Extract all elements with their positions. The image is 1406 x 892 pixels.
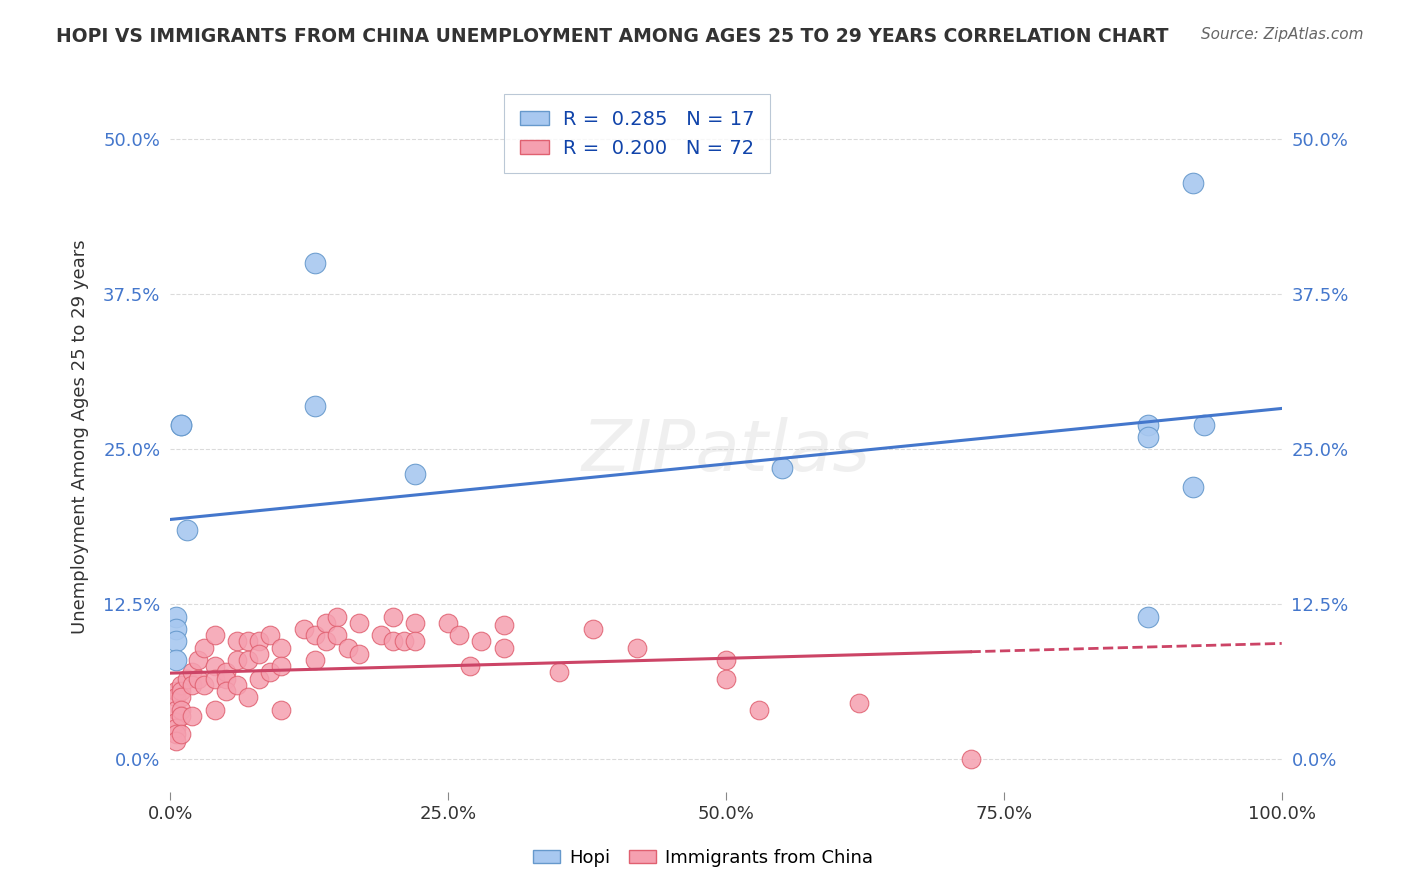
Point bbox=[181, 709, 204, 723]
Point bbox=[1137, 430, 1160, 444]
Point bbox=[181, 665, 204, 680]
Point bbox=[215, 665, 238, 680]
Point bbox=[187, 672, 209, 686]
Point bbox=[247, 647, 270, 661]
Point bbox=[165, 634, 187, 648]
Point bbox=[304, 628, 326, 642]
Point bbox=[226, 678, 249, 692]
Point bbox=[236, 653, 259, 667]
Point bbox=[193, 640, 215, 655]
Point bbox=[347, 615, 370, 630]
Point bbox=[1192, 417, 1215, 432]
Point bbox=[176, 523, 198, 537]
Point bbox=[381, 634, 404, 648]
Legend: Hopi, Immigrants from China: Hopi, Immigrants from China bbox=[526, 842, 880, 874]
Point bbox=[215, 684, 238, 698]
Point bbox=[165, 733, 187, 747]
Point bbox=[748, 703, 770, 717]
Point bbox=[492, 618, 515, 632]
Point bbox=[270, 703, 292, 717]
Point bbox=[460, 659, 482, 673]
Point bbox=[204, 659, 226, 673]
Point bbox=[170, 678, 193, 692]
Point bbox=[165, 653, 187, 667]
Point bbox=[170, 690, 193, 705]
Point bbox=[170, 727, 193, 741]
Point bbox=[404, 467, 426, 482]
Point bbox=[770, 461, 793, 475]
Point bbox=[714, 672, 737, 686]
Point bbox=[259, 628, 281, 642]
Point bbox=[165, 721, 187, 735]
Point bbox=[165, 727, 187, 741]
Point bbox=[165, 703, 187, 717]
Point bbox=[1137, 609, 1160, 624]
Point bbox=[404, 615, 426, 630]
Point bbox=[187, 653, 209, 667]
Point bbox=[236, 690, 259, 705]
Point bbox=[326, 609, 349, 624]
Point bbox=[370, 628, 392, 642]
Point bbox=[193, 678, 215, 692]
Text: HOPI VS IMMIGRANTS FROM CHINA UNEMPLOYMENT AMONG AGES 25 TO 29 YEARS CORRELATION: HOPI VS IMMIGRANTS FROM CHINA UNEMPLOYME… bbox=[56, 27, 1168, 45]
Point bbox=[236, 634, 259, 648]
Point bbox=[170, 417, 193, 432]
Point bbox=[304, 256, 326, 270]
Point bbox=[315, 615, 337, 630]
Point bbox=[204, 703, 226, 717]
Point bbox=[449, 628, 471, 642]
Point bbox=[226, 634, 249, 648]
Point bbox=[626, 640, 648, 655]
Point bbox=[259, 665, 281, 680]
Point bbox=[165, 622, 187, 636]
Point bbox=[247, 672, 270, 686]
Point bbox=[181, 678, 204, 692]
Point bbox=[1181, 479, 1204, 493]
Text: Source: ZipAtlas.com: Source: ZipAtlas.com bbox=[1201, 27, 1364, 42]
Point bbox=[437, 615, 460, 630]
Point bbox=[959, 752, 981, 766]
Point bbox=[165, 684, 187, 698]
Point bbox=[165, 609, 187, 624]
Point bbox=[381, 609, 404, 624]
Point bbox=[292, 622, 315, 636]
Point bbox=[1181, 176, 1204, 190]
Point bbox=[326, 628, 349, 642]
Point bbox=[176, 672, 198, 686]
Point bbox=[337, 640, 360, 655]
Point bbox=[470, 634, 492, 648]
Point bbox=[304, 399, 326, 413]
Point bbox=[215, 672, 238, 686]
Point bbox=[392, 634, 415, 648]
Point bbox=[347, 647, 370, 661]
Point bbox=[170, 417, 193, 432]
Point bbox=[270, 640, 292, 655]
Text: ZIPatlas: ZIPatlas bbox=[582, 417, 870, 486]
Point bbox=[315, 634, 337, 648]
Point bbox=[714, 653, 737, 667]
Point bbox=[1137, 417, 1160, 432]
Legend: R =  0.285   N = 17, R =  0.200   N = 72: R = 0.285 N = 17, R = 0.200 N = 72 bbox=[505, 95, 769, 173]
Point bbox=[165, 714, 187, 729]
Point bbox=[204, 628, 226, 642]
Point bbox=[848, 697, 870, 711]
Point bbox=[165, 690, 187, 705]
Point bbox=[170, 709, 193, 723]
Point bbox=[404, 634, 426, 648]
Point bbox=[170, 703, 193, 717]
Y-axis label: Unemployment Among Ages 25 to 29 years: Unemployment Among Ages 25 to 29 years bbox=[72, 240, 89, 634]
Point bbox=[204, 672, 226, 686]
Point bbox=[270, 659, 292, 673]
Point bbox=[247, 634, 270, 648]
Point bbox=[548, 665, 571, 680]
Point bbox=[170, 684, 193, 698]
Point bbox=[226, 653, 249, 667]
Point bbox=[304, 653, 326, 667]
Point bbox=[492, 640, 515, 655]
Point bbox=[581, 622, 603, 636]
